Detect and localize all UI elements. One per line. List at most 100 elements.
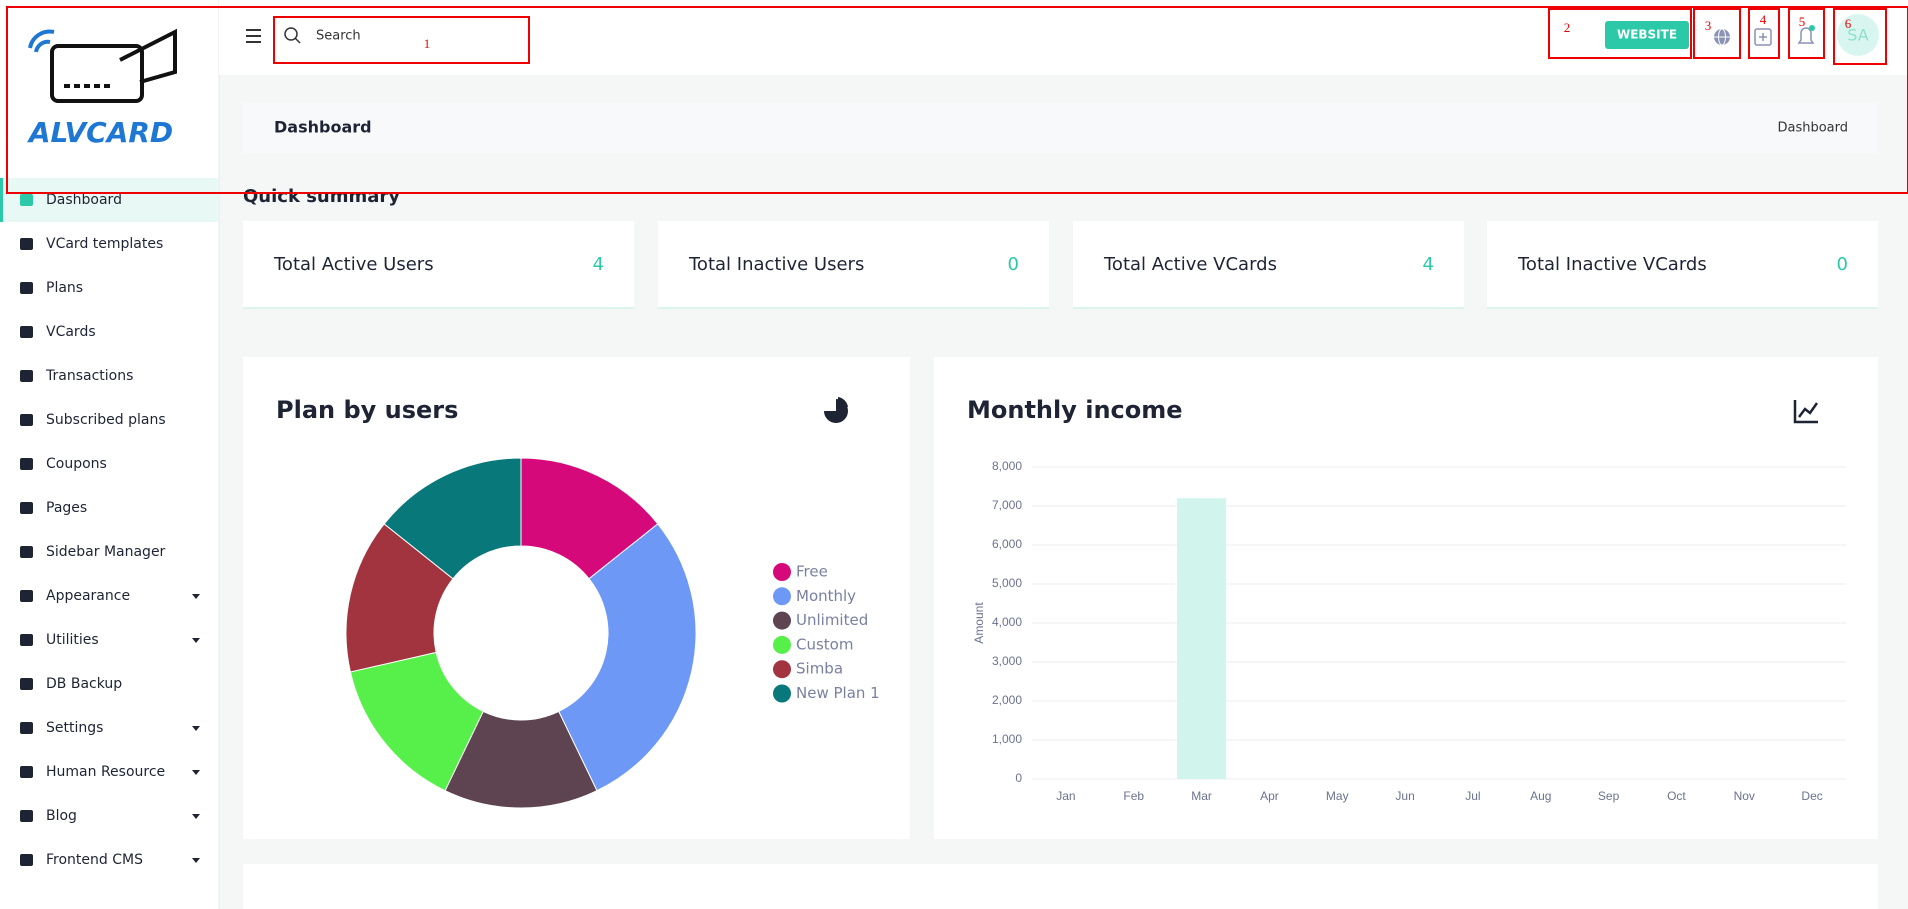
- menu-icon: [20, 766, 33, 778]
- menu-item[interactable]: VCard templates: [46, 236, 163, 252]
- notification-icon[interactable]: [1797, 25, 1815, 44]
- menu-icon: [20, 326, 33, 338]
- annotation-label: 3: [1705, 18, 1712, 33]
- menu-icon: [20, 722, 33, 734]
- annotation-label: 2: [1564, 20, 1571, 35]
- add-icon[interactable]: [1754, 28, 1772, 46]
- menu-item[interactable]: VCards: [46, 324, 96, 340]
- annotation-label: 1: [424, 36, 431, 51]
- panel: [934, 357, 1878, 839]
- y-tick-label: 5,000: [992, 576, 1022, 590]
- menu-item[interactable]: DB Backup: [46, 676, 122, 692]
- x-tick-label: Apr: [1260, 789, 1279, 803]
- menu-item[interactable]: Human Resource: [46, 764, 165, 780]
- menu-item[interactable]: Transactions: [45, 368, 133, 384]
- menu-icon: [20, 678, 33, 690]
- dropdown-arrow[interactable]: [192, 814, 200, 819]
- menu-item[interactable]: Sidebar Manager: [46, 544, 166, 560]
- website-button[interactable]: [1605, 21, 1689, 49]
- x-tick-label: Feb: [1123, 789, 1144, 803]
- active-item-bg: [0, 178, 219, 222]
- summary-card: [243, 221, 634, 308]
- y-tick-label: 4,000: [992, 615, 1022, 629]
- y-tick-label: 2,000: [992, 693, 1022, 707]
- menu-item[interactable]: Frontend CMS: [46, 852, 143, 868]
- legend-swatch[interactable]: [773, 587, 791, 606]
- summary-card: [1073, 221, 1464, 308]
- annotation-boxes: [6, 6, 1908, 194]
- legend-swatch[interactable]: [773, 563, 791, 581]
- logo-text: ALVCARD: [27, 116, 173, 149]
- active-indicator: [0, 178, 3, 222]
- annotation-label: 6: [1845, 16, 1852, 31]
- menu-icon: [20, 546, 33, 558]
- x-tick-label: Jul: [1465, 789, 1480, 803]
- menu-icon: [20, 194, 33, 206]
- card-label: Total Active Users: [273, 254, 434, 275]
- dropdown-arrow[interactable]: [192, 726, 200, 731]
- y-tick-label: 7,000: [992, 498, 1022, 512]
- menu-item[interactable]: Coupons: [46, 456, 107, 472]
- menu-item[interactable]: Appearance: [46, 588, 130, 604]
- avatar[interactable]: [1837, 14, 1879, 56]
- y-axis-label: Amount: [972, 602, 986, 644]
- menu-icon: [20, 810, 33, 822]
- legend-swatch[interactable]: [773, 660, 791, 679]
- pie-slice[interactable]: [383, 457, 522, 580]
- y-tick-label: 3,000: [992, 654, 1022, 668]
- dropdown-arrow[interactable]: [192, 594, 200, 599]
- menu-item[interactable]: Utilities: [46, 632, 99, 648]
- y-tick-label: 1,000: [992, 732, 1022, 746]
- legend-label[interactable]: Unlimited: [796, 611, 868, 629]
- search-box[interactable]: Search: [284, 27, 361, 44]
- legend-label[interactable]: Monthly: [796, 587, 856, 605]
- menu-item[interactable]: Blog: [46, 808, 77, 824]
- menu-icon: [20, 590, 33, 602]
- legend-label[interactable]: Simba: [796, 660, 843, 678]
- legend-swatch[interactable]: [773, 635, 791, 654]
- search-placeholder: Search: [316, 29, 361, 44]
- y-tick-label: 6,000: [992, 537, 1022, 551]
- breadcrumb-trail[interactable]: Dashboard: [1777, 121, 1848, 136]
- language-icon[interactable]: [1714, 28, 1730, 46]
- x-tick-label: May: [1326, 789, 1349, 803]
- content: 1 2 3 4 5 6 Dashboard VCard templates Plans VCard…: [0, 12, 1878, 868]
- menu-icon: [20, 458, 33, 470]
- menu-item[interactable]: Dashboard: [46, 192, 122, 208]
- legend-swatch[interactable]: [773, 611, 791, 630]
- bar[interactable]: [1177, 498, 1227, 779]
- menu-icon: [20, 502, 33, 514]
- line-chart-icon: [1793, 400, 1819, 424]
- breadcrumb-bar: [243, 103, 1878, 153]
- page-title: Dashboard: [274, 118, 372, 137]
- menu-icon: [20, 414, 33, 426]
- card-value: 4: [1423, 254, 1434, 275]
- x-tick-label: Aug: [1530, 789, 1551, 803]
- menu-item[interactable]: Settings: [46, 720, 103, 736]
- menu-item[interactable]: Subscribed plans: [46, 412, 166, 428]
- y-tick-label: 0: [1015, 771, 1022, 785]
- card-value: 0: [1837, 254, 1848, 275]
- dropdown-arrow[interactable]: [192, 858, 200, 863]
- menu-item[interactable]: Plans: [46, 280, 83, 296]
- menu-icon: [20, 854, 33, 866]
- annotation-label: 5: [1799, 14, 1806, 29]
- menu-toggle[interactable]: [246, 29, 261, 43]
- avatar-initials[interactable]: SA: [1847, 26, 1868, 45]
- legend-label[interactable]: Custom: [796, 635, 853, 653]
- legend-swatch[interactable]: [773, 684, 791, 703]
- pie-slice[interactable]: [558, 523, 697, 792]
- legend-label[interactable]: New Plan 1: [796, 684, 880, 702]
- dropdown-arrow[interactable]: [192, 770, 200, 775]
- website-button-label[interactable]: WEBSITE: [1617, 28, 1677, 42]
- menu-icon: [20, 634, 33, 646]
- legend-label[interactable]: Free: [796, 563, 828, 581]
- card-label: Total Inactive Users: [688, 254, 864, 275]
- card-label: Total Inactive VCards: [1517, 254, 1707, 275]
- x-tick-label: Jan: [1056, 789, 1075, 803]
- x-tick-label: Nov: [1734, 789, 1755, 803]
- menu-item[interactable]: Pages: [46, 500, 87, 516]
- dropdown-arrow[interactable]: [192, 638, 200, 643]
- menu-icon: [20, 282, 33, 294]
